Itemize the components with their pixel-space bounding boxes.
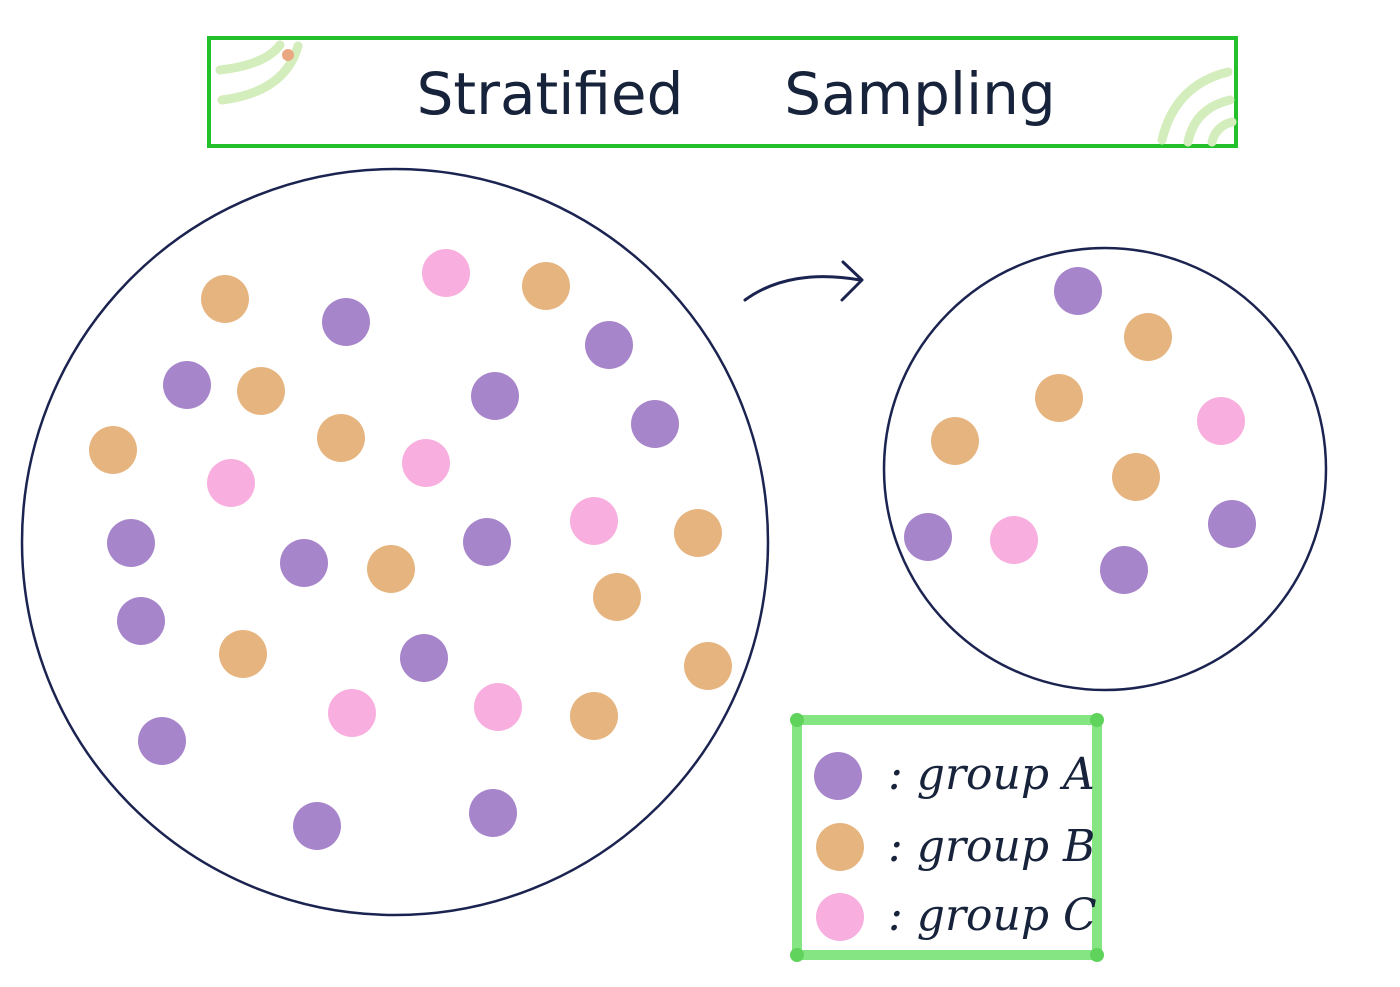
sample-dot-group-b — [1112, 453, 1160, 501]
population-dot-group-b — [219, 630, 267, 678]
population-dot-group-b — [367, 545, 415, 593]
population-dot-group-b — [89, 426, 137, 474]
legend-label-group-b: : group B — [888, 821, 1095, 872]
population-dot-group-b — [593, 573, 641, 621]
population-dot-group-a — [463, 518, 511, 566]
population-dot-group-b — [684, 642, 732, 690]
title-swirl-left-icon — [215, 40, 303, 105]
population-dot-group-a — [293, 802, 341, 850]
population-dot-group-a — [117, 597, 165, 645]
population-dot-group-b — [201, 275, 249, 323]
population-circle — [20, 167, 770, 917]
population-dot-group-a — [400, 634, 448, 682]
population-dot-group-a — [585, 321, 633, 369]
population-dot-group-b — [522, 262, 570, 310]
population-dot-group-a — [471, 372, 519, 420]
population-dot-group-c — [207, 459, 255, 507]
sample-circle — [882, 246, 1328, 692]
title-swirl-right-icon — [1157, 67, 1237, 147]
sample-dot-group-a — [1100, 546, 1148, 594]
title-word-stratified: Stratified — [417, 60, 684, 128]
title-frame — [207, 36, 1238, 148]
population-dot-group-a — [107, 519, 155, 567]
legend-label-group-a: : group A — [888, 749, 1095, 800]
sample-dot-group-b — [1124, 313, 1172, 361]
population-group — [20, 167, 770, 917]
population-dot-group-c — [402, 439, 450, 487]
legend-label-group-c: : group C — [888, 890, 1097, 941]
sample-dot-group-a — [904, 513, 952, 561]
sample-dot-group-a — [1054, 267, 1102, 315]
population-dot-group-a — [631, 400, 679, 448]
legend-swatch-group-c — [816, 893, 864, 941]
population-dot-group-b — [674, 509, 722, 557]
population-dot-group-a — [322, 298, 370, 346]
population-dot-group-b — [570, 692, 618, 740]
sample-dot-group-b — [931, 417, 979, 465]
title-word-sampling: Sampling — [784, 60, 1055, 128]
population-dot-group-b — [317, 414, 365, 462]
population-dot-group-a — [280, 539, 328, 587]
sample-group — [882, 246, 1328, 692]
title-banner: Stratified Sampling — [207, 36, 1238, 148]
sample-dot-group-a — [1208, 500, 1256, 548]
sample-dot-group-b — [1035, 374, 1083, 422]
curved-arrow-right-icon — [743, 260, 864, 302]
population-dot-group-c — [422, 249, 470, 297]
sample-dot-group-c — [990, 516, 1038, 564]
legend-swatch-group-a — [814, 752, 862, 800]
population-dot-group-a — [138, 717, 186, 765]
population-dot-group-a — [469, 789, 517, 837]
population-dot-group-b — [237, 367, 285, 415]
population-dot-group-c — [328, 689, 376, 737]
population-dots — [89, 249, 732, 850]
sample-dot-group-c — [1197, 397, 1245, 445]
population-dot-group-c — [474, 683, 522, 731]
sample-dots — [904, 267, 1256, 594]
population-dot-group-c — [570, 497, 618, 545]
legend-corner-dots — [790, 713, 1104, 962]
population-dot-group-a — [163, 361, 211, 409]
legend-swatch-group-b — [816, 823, 864, 871]
legend: : group A : group B : group C — [790, 713, 1104, 962]
